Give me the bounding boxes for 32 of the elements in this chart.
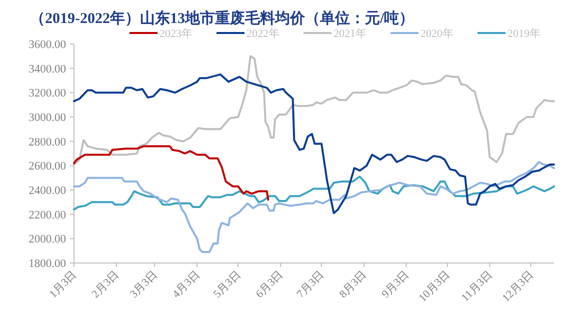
- y-tick-label: 3400.00: [28, 63, 66, 76]
- legend-label: 2022年: [246, 28, 280, 40]
- x-tick-label: 2月3日: [90, 268, 122, 300]
- chart-title: （2019-2022年）山东13地市重废毛料均价（单位：元/吨）: [30, 9, 414, 27]
- x-tick-label: 9月3日: [380, 268, 412, 300]
- y-tick-label: 1800.00: [28, 258, 66, 270]
- y-tick-label: 2800.00: [28, 136, 66, 148]
- line-series: [73, 145, 270, 201]
- legend-label: 2020年: [420, 28, 454, 40]
- y-tick-label: 2400.00: [28, 185, 66, 197]
- x-tick-label: 7月3日: [294, 268, 327, 300]
- x-tick-label: 3月3日: [128, 268, 160, 300]
- y-tick-label: 3000.00: [28, 112, 66, 124]
- y-tick-label: 3200.00: [28, 88, 66, 100]
- line-series: [73, 176, 555, 210]
- y-tick-label: 2000.00: [28, 234, 66, 246]
- x-tick-label: 12月3日: [500, 268, 536, 304]
- y-tick-label: 2200.00: [28, 209, 66, 222]
- y-tick-label: 3600.00: [28, 39, 66, 51]
- legend-label: 2021年: [334, 28, 366, 40]
- legend-label: 2019年: [508, 28, 540, 40]
- line-series: [73, 73, 555, 214]
- line-series: [73, 161, 555, 254]
- y-tick-label: 2600.00: [28, 160, 66, 173]
- x-tick-label: 1月3日: [47, 268, 80, 300]
- x-tick-label: 6月3日: [254, 268, 286, 300]
- x-tick-label: 4月3日: [170, 268, 202, 300]
- x-tick-label: 8月3日: [337, 268, 370, 300]
- x-tick-label: 5月3日: [211, 268, 244, 300]
- x-tick-label: 11月3日: [459, 268, 495, 304]
- legend-label: 2023年: [160, 28, 192, 40]
- x-tick-label: 10月3日: [416, 268, 452, 304]
